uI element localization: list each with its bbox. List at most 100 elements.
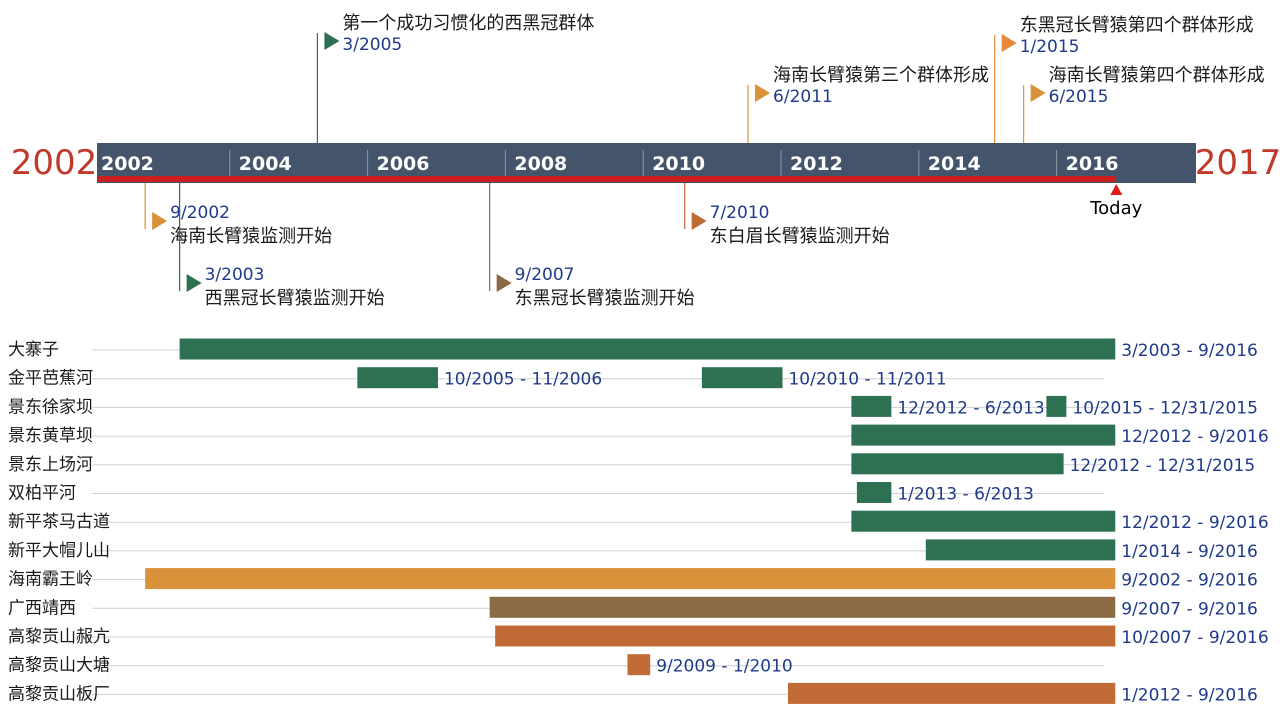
row-name: 双柏平河 <box>8 484 76 504</box>
row-name: 海南霸王岭 <box>8 570 93 590</box>
milestone-date: 1/2015 <box>1020 37 1080 57</box>
gantt-row: 新平大帽儿山 1/2014 - 9/2016 <box>8 539 1258 562</box>
milestone: 9/2007 东黑冠长臂猿监测开始 <box>489 183 695 309</box>
row-name: 新平茶马古道 <box>8 512 110 532</box>
bar-range-label: 10/2015 - 12/31/2015 <box>1072 398 1258 418</box>
tick-label: 2012 <box>790 153 843 175</box>
milestone: 3/2003 西黑冠长臂猿监测开始 <box>179 183 385 309</box>
row-name: 景东徐家坝 <box>8 397 93 417</box>
milestone-label: 海南长臂猿第四个群体形成 <box>1049 65 1265 86</box>
milestone-date: 9/2002 <box>170 203 230 223</box>
gantt-bar <box>145 568 1116 590</box>
bar-range-label: 12/2012 - 9/2016 <box>1121 427 1268 447</box>
gantt-bar <box>925 539 1116 561</box>
tick-label: 2010 <box>652 153 705 175</box>
tick-label: 2008 <box>514 153 567 175</box>
gantt-bar <box>627 654 651 676</box>
gantt-bar <box>788 682 1116 704</box>
milestone-flag <box>755 84 771 102</box>
milestone-flag <box>1030 84 1046 102</box>
bar-range-label: 12/2012 - 9/2016 <box>1121 513 1268 533</box>
milestone-flag <box>324 32 340 50</box>
gantt-bar <box>495 625 1116 647</box>
milestone-label: 东黑冠长臂猿第四个群体形成 <box>1020 15 1254 36</box>
today-marker <box>1110 184 1123 195</box>
row-name: 景东黄草坝 <box>8 426 93 446</box>
milestone: 7/2010 东白眉长臂猿监测开始 <box>684 183 890 247</box>
tick-label: 2002 <box>101 153 154 175</box>
row-name: 新平大帽儿山 <box>8 541 110 561</box>
bar-range-label: 12/2012 - 6/2013 <box>897 398 1044 418</box>
row-name: 景东上场河 <box>8 455 93 475</box>
gantt-bar <box>179 338 1116 360</box>
gantt-row: 海南霸王岭 9/2002 - 9/2016 <box>8 568 1258 591</box>
milestone-date: 9/2007 <box>515 265 575 285</box>
tick-label: 2016 <box>1066 153 1119 175</box>
bar-range-label: 12/2012 - 12/31/2015 <box>1070 456 1256 476</box>
milestones: 9/2002 海南长臂猿监测开始 3/2003 西黑冠长臂猿监测开始 9/2007 东黑冠… <box>144 13 1265 309</box>
bar-range-label: 9/2007 - 9/2016 <box>1121 599 1258 619</box>
bar-range-label: 10/2007 - 9/2016 <box>1121 628 1268 648</box>
milestone-flag <box>691 212 707 230</box>
bar-range-label: 1/2014 - 9/2016 <box>1121 542 1258 562</box>
row-name: 金平芭蕉河 <box>8 369 93 389</box>
gantt-row: 高黎贡山板厂 1/2012 - 9/2016 <box>8 682 1258 705</box>
milestone-date: 6/2011 <box>773 87 833 107</box>
tick-label: 2014 <box>928 153 981 175</box>
milestone-label: 海南长臂猿第三个群体形成 <box>773 65 989 86</box>
row-name: 高黎贡山赧亢 <box>8 627 110 647</box>
gantt-bar <box>851 424 1116 446</box>
gantt-bar <box>851 395 892 417</box>
gantt-row: 景东徐家坝 12/2012 - 6/2013 10/2015 - 12/31/201… <box>8 395 1258 418</box>
gantt-row: 双柏平河 1/2013 - 6/2013 <box>8 482 1104 505</box>
bar-range-label: 1/2013 - 6/2013 <box>897 485 1034 505</box>
gantt-rows: 大寨子 3/2003 - 9/2016 金平芭蕉河 10/2005 - 11/2006… <box>8 338 1269 705</box>
milestone-date: 3/2003 <box>205 265 265 285</box>
gantt-bar <box>1046 395 1067 417</box>
milestone-label: 东黑冠长臂猿监测开始 <box>515 288 695 309</box>
milestone-flag <box>152 212 168 230</box>
gantt-row: 景东黄草坝 12/2012 - 9/2016 <box>8 424 1269 447</box>
gantt-row: 新平茶马古道 12/2012 - 9/2016 <box>8 510 1269 533</box>
milestone-flag <box>496 274 512 292</box>
gantt-bar <box>489 596 1116 618</box>
row-name: 广西靖西 <box>8 598 76 618</box>
bar-range-label: 9/2009 - 1/2010 <box>656 657 793 677</box>
gantt-row: 景东上场河 12/2012 - 12/31/2015 <box>8 453 1255 476</box>
gantt-row: 高黎贡山大塘 9/2009 - 1/2010 <box>8 654 1104 677</box>
milestone-date: 3/2005 <box>342 35 402 55</box>
row-name: 高黎贡山大塘 <box>8 656 110 676</box>
gantt-bar <box>851 453 1064 475</box>
milestone-date: 7/2010 <box>710 203 770 223</box>
bar-range-label: 1/2012 - 9/2016 <box>1121 685 1258 705</box>
milestone-date: 6/2015 <box>1049 87 1109 107</box>
start-year-label: 2002 <box>11 143 98 183</box>
milestone-flag <box>186 274 202 292</box>
milestone-label: 第一个成功习惯化的西黑冠群体 <box>342 13 594 34</box>
row-name: 大寨子 <box>8 340 59 360</box>
bar-range-label: 9/2002 - 9/2016 <box>1121 571 1258 591</box>
gantt-bar <box>701 367 783 389</box>
bar-range-label: 10/2005 - 11/2006 <box>444 370 602 390</box>
gantt-bar <box>851 510 1116 532</box>
milestone-label: 海南长臂猿监测开始 <box>170 226 332 247</box>
milestone-label: 东白眉长臂猿监测开始 <box>710 226 890 247</box>
progress-bar <box>97 176 1116 182</box>
gantt-row: 金平芭蕉河 10/2005 - 11/2006 10/2010 - 11/2011 <box>8 367 1104 390</box>
milestone: 9/2002 海南长臂猿监测开始 <box>144 183 332 247</box>
gantt-row: 广西靖西 9/2007 - 9/2016 <box>8 596 1258 619</box>
row-name: 高黎贡山板厂 <box>8 684 110 704</box>
milestone-label: 西黑冠长臂猿监测开始 <box>205 288 385 309</box>
tick-label: 2006 <box>377 153 430 175</box>
gantt-row: 高黎贡山赧亢 10/2007 - 9/2016 <box>8 625 1269 648</box>
bar-range-label: 10/2010 - 11/2011 <box>788 370 946 390</box>
gantt-row: 大寨子 3/2003 - 9/2016 <box>8 338 1258 361</box>
bar-range-label: 3/2003 - 9/2016 <box>1121 341 1258 361</box>
timeline-axis: 2002 2004 2006 2008 2010 2012 2014 2016 2002 2017… <box>11 143 1280 219</box>
today-label: Today <box>1089 198 1142 219</box>
